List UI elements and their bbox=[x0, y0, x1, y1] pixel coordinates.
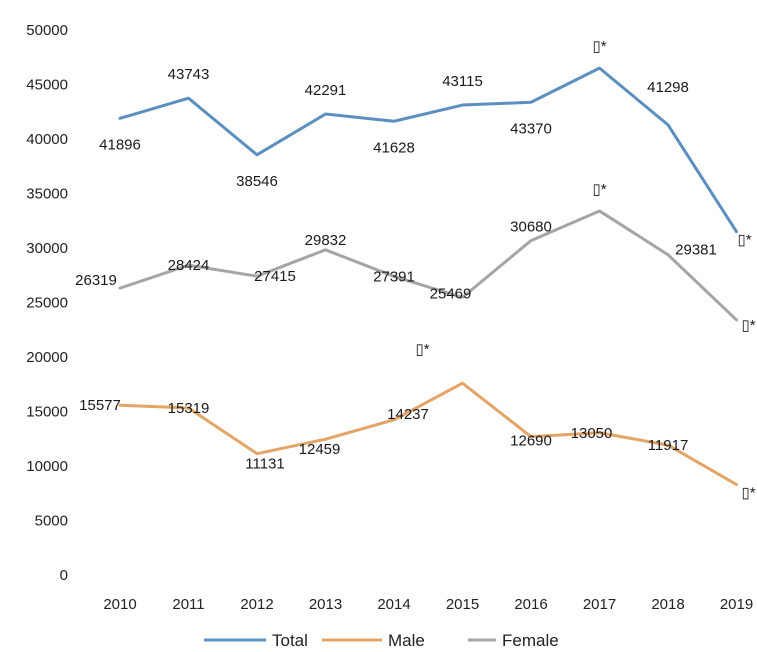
y-tick-label-35000: 35000 bbox=[26, 186, 68, 203]
x-tick-label-2012: 2012 bbox=[240, 596, 273, 613]
data-label-female-2015: 25469 bbox=[430, 285, 472, 302]
y-tick-label-5000: 5000 bbox=[35, 513, 68, 530]
data-label-female-2012: 27415 bbox=[254, 268, 296, 285]
data-label-female-2014: 27391 bbox=[373, 268, 415, 285]
series-line-female bbox=[118, 209, 738, 322]
data-label-male-2017: 13050 bbox=[571, 425, 613, 442]
data-label-total-2016: 43370 bbox=[510, 120, 552, 137]
data-label-male-2014: 14237 bbox=[387, 406, 429, 423]
y-tick-label-30000: 30000 bbox=[26, 240, 68, 257]
y-tick-label-40000: 40000 bbox=[26, 131, 68, 148]
data-label-female-2017: ▯* bbox=[592, 181, 606, 198]
data-label-total-2017: ▯* bbox=[592, 38, 606, 55]
data-label-male-2011: 15319 bbox=[168, 400, 210, 417]
data-label-male-2013: 12459 bbox=[299, 441, 341, 458]
data-label-female-2016: 30680 bbox=[510, 219, 552, 236]
x-tick-label-2011: 2011 bbox=[172, 596, 204, 613]
data-label-total-2015: 43115 bbox=[442, 73, 483, 90]
data-label-female-2018: 29381 bbox=[675, 242, 717, 259]
x-tick-label-2015: 2015 bbox=[446, 596, 479, 613]
y-axis: 0 5000 10000 15000 20000 25000 30000 35000 40000… bbox=[26, 22, 68, 584]
x-tick-label-2016: 2016 bbox=[514, 596, 547, 613]
data-label-total-2010: 41896 bbox=[99, 136, 141, 153]
x-axis: 2010 2011 2012 2013 2014 2015 2016 2017 2018 2019 bbox=[103, 596, 753, 613]
x-tick-label-2018: 2018 bbox=[651, 596, 684, 613]
y-tick-label-45000: 45000 bbox=[26, 77, 68, 94]
data-label-total-2019: ▯* bbox=[737, 232, 751, 249]
series-lines bbox=[118, 66, 738, 487]
x-tick-label-2010: 2010 bbox=[103, 596, 136, 613]
legend-label-total: Total bbox=[272, 631, 308, 650]
legend-label-male: Male bbox=[388, 631, 425, 650]
data-label-male-2012: 11131 bbox=[245, 456, 285, 473]
x-tick-label-2013: 2013 bbox=[309, 596, 342, 613]
data-label-female-2019: ▯* bbox=[741, 317, 755, 334]
x-tick-label-2017: 2017 bbox=[583, 596, 616, 613]
y-tick-label-15000: 15000 bbox=[26, 404, 68, 421]
y-tick-label-20000: 20000 bbox=[26, 349, 68, 366]
legend: Total Male Female bbox=[204, 631, 559, 650]
data-label-male-2019: ▯* bbox=[741, 485, 755, 502]
data-labels: 41896 43743 38546 42291 41628 43115 43370 ▯* 412… bbox=[75, 38, 756, 501]
data-label-total-2018: 41298 bbox=[647, 79, 689, 96]
data-label-male-2015: ▯* bbox=[415, 341, 429, 358]
data-label-male-2018: 11917 bbox=[648, 437, 689, 454]
data-label-female-2011: 28424 bbox=[168, 257, 210, 274]
legend-label-female: Female bbox=[502, 631, 559, 650]
data-label-male-2016: 12690 bbox=[510, 433, 552, 450]
series-line-total bbox=[118, 66, 738, 234]
data-label-female-2010: 26319 bbox=[75, 272, 117, 289]
data-label-total-2011: 43743 bbox=[168, 66, 210, 83]
data-label-male-2010: 15577 bbox=[79, 397, 121, 414]
data-label-total-2013: 42291 bbox=[305, 82, 347, 99]
x-tick-label-2019: 2019 bbox=[720, 596, 753, 613]
y-tick-label-50000: 50000 bbox=[26, 22, 68, 39]
y-tick-label-0: 0 bbox=[60, 567, 68, 584]
data-label-total-2012: 38546 bbox=[236, 173, 278, 190]
data-label-female-2013: 29832 bbox=[305, 232, 347, 249]
series-line-male bbox=[118, 381, 738, 487]
x-tick-label-2014: 2014 bbox=[377, 596, 410, 613]
data-label-total-2014: 41628 bbox=[373, 139, 415, 156]
y-tick-label-25000: 25000 bbox=[26, 295, 68, 312]
y-tick-label-10000: 10000 bbox=[26, 458, 68, 475]
